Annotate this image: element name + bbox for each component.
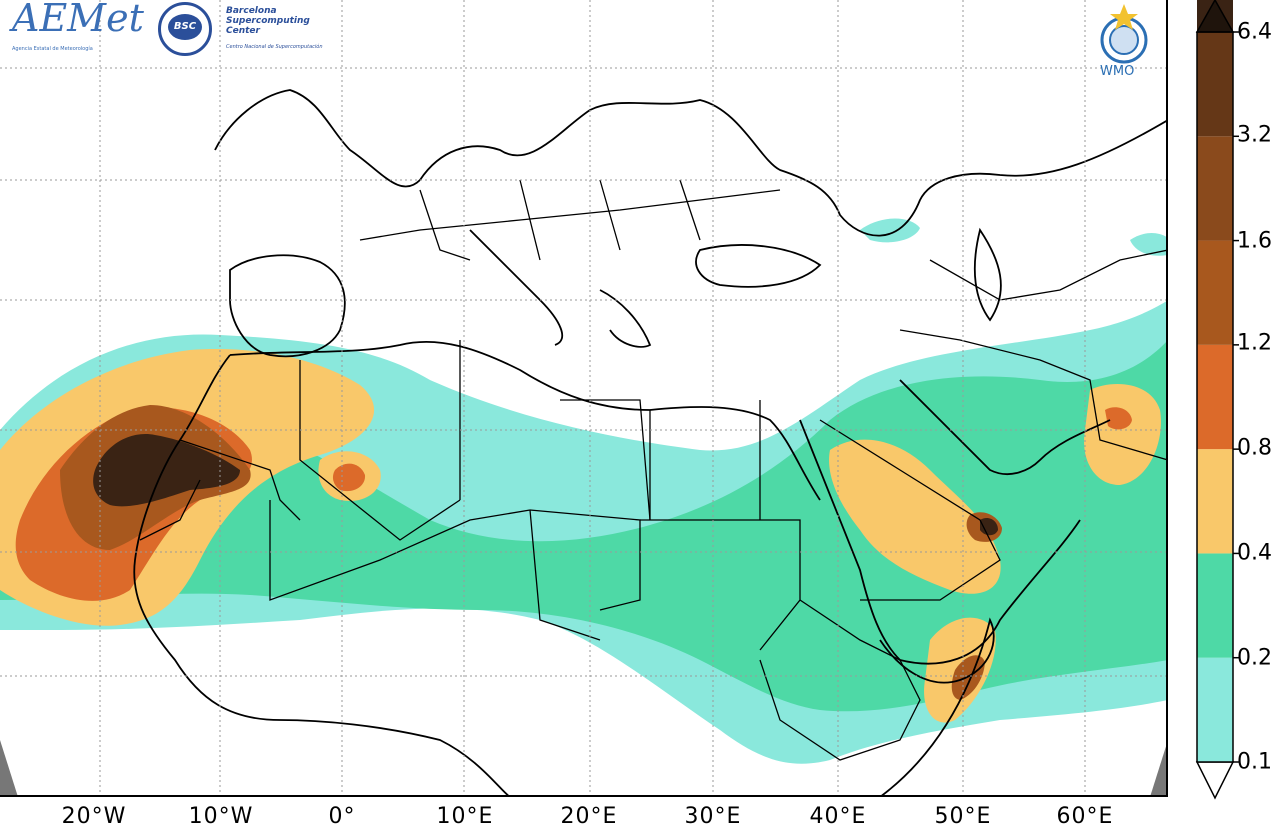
lon-label-0: 0° — [328, 804, 356, 829]
map-panel: AEMet Agencia Estatal de Meteorología BS… — [0, 0, 1168, 797]
border-west-sahara — [139, 479, 201, 541]
greece — [599, 289, 652, 348]
dust-level-0.8-ne — [1105, 407, 1132, 430]
colorbar-segment — [1197, 136, 1233, 241]
horn-of-africa — [879, 617, 995, 795]
border-libya — [459, 340, 651, 521]
dust-level-0.4-arabia — [829, 439, 1001, 594]
dust-level-3.2-west — [93, 434, 240, 507]
border-mali — [269, 500, 531, 601]
border-ethiopia — [759, 599, 921, 761]
border-egypt — [649, 400, 761, 520]
dust-level-1.2-somalia — [951, 655, 985, 700]
colorbar-segment — [1197, 32, 1233, 137]
wmo-emblem-icon — [1100, 4, 1148, 64]
bsc-name-line-1: Barcelona — [226, 6, 277, 16]
colorbar-segment — [1197, 657, 1233, 762]
colorbar-extend-low — [1195, 761, 1235, 800]
colorbar-segment — [1197, 344, 1233, 450]
dust-level-0.8-algeria — [332, 463, 366, 492]
persian-gulf — [899, 379, 1111, 475]
europe-coast — [214, 89, 1166, 237]
colorbar-segment — [1197, 240, 1233, 345]
border-algeria — [299, 360, 461, 541]
bsc-logo-subtitle: Centro Nacional de Supercomputación — [226, 44, 323, 50]
lon-label-50e: 50°E — [934, 804, 992, 829]
border-iran — [899, 329, 1166, 461]
colorbar-segment — [1197, 553, 1233, 658]
wmo-logo-text: WMO — [1100, 64, 1135, 79]
no-data-corner-right — [1150, 746, 1166, 795]
dust-concentration-map — [0, 0, 1166, 795]
iberia — [229, 254, 346, 358]
border-chad — [529, 509, 601, 641]
coastline-layer — [133, 89, 1166, 795]
lon-label-60e: 60°E — [1056, 804, 1114, 829]
border-sudan — [640, 519, 801, 651]
dust-level-0.1-ne — [1130, 233, 1166, 256]
colorbar-label-1.6: 1.6 — [1237, 228, 1272, 254]
border-morocco — [179, 439, 301, 521]
colorbar-label-6.4: 6.4 — [1237, 19, 1272, 45]
black-sea — [695, 244, 822, 288]
wmo-logo: WMO — [1088, 0, 1160, 84]
lon-label-20w: 20°W — [61, 804, 127, 829]
italy — [469, 229, 564, 346]
lon-label-10e: 10°E — [436, 804, 494, 829]
colorbar-label-0.1: 0.1 — [1237, 749, 1272, 775]
bsc-logo-badge: BSC — [168, 14, 202, 40]
bsc-name-line-2: Supercomputing — [226, 16, 310, 26]
lon-label-10w: 10°W — [188, 804, 254, 829]
lon-label-30e: 30°E — [684, 804, 742, 829]
lon-label-20e: 20°E — [560, 804, 618, 829]
colorbar-label-1.2: 1.2 — [1237, 330, 1272, 356]
aemet-logo-text: AEMet — [12, 0, 144, 40]
bsc-logo-circle — [158, 2, 212, 56]
bsc-name-line-3: Center — [226, 26, 260, 36]
aemet-logo-subtitle: Agencia Estatal de Meteorología — [12, 46, 93, 52]
dust-level-0.1-east — [860, 218, 920, 243]
lon-label-40e: 40°E — [809, 804, 867, 829]
aemet-logo: AEMet Agencia Estatal de Meteorología — [10, 0, 150, 60]
caspian — [973, 227, 1002, 322]
border-europe-2 — [359, 189, 781, 241]
north-africa-coast — [229, 340, 821, 501]
colorbar-outline — [1196, 31, 1234, 763]
border-europe-1 — [419, 179, 701, 261]
colorbar-label-0.2: 0.2 — [1237, 645, 1272, 671]
bsc-logo: BSC Barcelona Supercomputing Center Cent… — [158, 0, 388, 60]
colorbar-label-0.8: 0.8 — [1237, 435, 1272, 461]
no-data-corner-left — [0, 740, 18, 795]
border-saudi — [819, 419, 1001, 601]
bsc-logo-name: Barcelona Supercomputing Center — [226, 6, 326, 36]
borders-layer — [139, 179, 1166, 761]
west-africa-coast — [133, 354, 510, 795]
colorbar-segment — [1197, 449, 1233, 554]
colorbar-label-3.2: 3.2 — [1237, 122, 1272, 148]
dust-level-3.2-arabia — [980, 518, 998, 536]
colorbar-label-0.4: 0.4 — [1237, 540, 1272, 566]
colorbar — [1195, 0, 1239, 800]
border-central-asia — [929, 249, 1166, 301]
border-niger — [529, 509, 641, 611]
dust-level-0.4-ne — [1084, 384, 1161, 485]
